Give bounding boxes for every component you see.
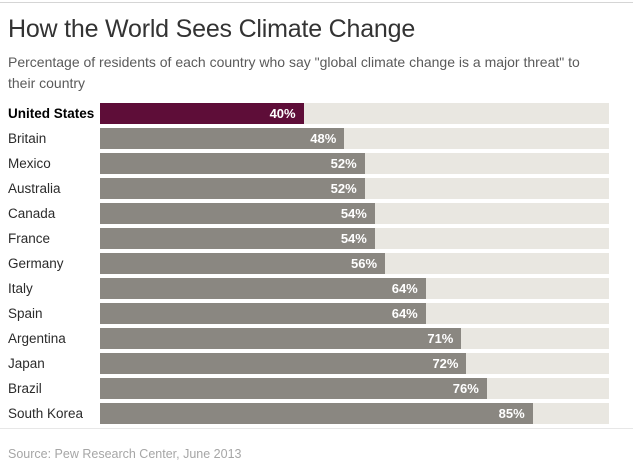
bar-track: 54% — [100, 202, 609, 224]
country-label: Spain — [8, 305, 43, 321]
bar: 40% — [100, 102, 304, 124]
chart-row: South Korea 85% — [8, 402, 609, 424]
value-label: 72% — [432, 355, 459, 371]
bar: 52% — [100, 177, 365, 199]
bar: 76% — [100, 377, 487, 399]
chart-subtitle: Percentage of residents of each country … — [8, 53, 580, 91]
chart-row: Canada 54% — [8, 202, 609, 224]
top-divider — [0, 2, 633, 3]
country-label: Mexico — [8, 155, 51, 171]
chart-row: Mexico 52% — [8, 152, 609, 174]
chart-row: Australia 52% — [8, 177, 609, 199]
chart-row: Britain 48% — [8, 127, 609, 149]
bar-track: 52% — [100, 177, 609, 199]
bar: 64% — [100, 277, 426, 299]
bottom-divider — [0, 427, 633, 429]
bar: 71% — [100, 327, 462, 349]
value-label: 40% — [269, 105, 296, 121]
bar-track: 71% — [100, 327, 609, 349]
chart-row: Germany 56% — [8, 252, 609, 274]
bar: 85% — [100, 402, 533, 424]
bar: 56% — [100, 252, 386, 274]
bar-chart: United States 40% Britain 48% Mexico 52% Austr… — [8, 102, 609, 424]
bar: 54% — [100, 202, 375, 224]
chart-row: United States 40% — [8, 102, 609, 124]
chart-row: Spain 64% — [8, 302, 609, 324]
bar: 52% — [100, 152, 365, 174]
value-label: 64% — [391, 280, 418, 296]
bar-track: 40% — [100, 102, 609, 124]
bar: 54% — [100, 227, 375, 249]
country-label: Germany — [8, 255, 64, 271]
value-label: 76% — [452, 380, 479, 396]
source-note: Source: Pew Research Center, June 2013 — [8, 446, 242, 461]
country-label: Canada — [8, 205, 56, 221]
value-label: 54% — [340, 230, 367, 246]
bar: 64% — [100, 302, 426, 324]
bar-track: 48% — [100, 127, 609, 149]
country-label: Britain — [8, 130, 47, 146]
chart-row: Brazil 76% — [8, 377, 609, 399]
value-label: 52% — [330, 180, 357, 196]
chart-row: Argentina 71% — [8, 327, 609, 349]
bar-track: 54% — [100, 227, 609, 249]
value-label: 52% — [330, 155, 357, 171]
country-label: Japan — [8, 355, 45, 371]
chart-row: France 54% — [8, 227, 609, 249]
country-label: Argentina — [8, 330, 66, 346]
bar: 72% — [100, 352, 467, 374]
value-label: 54% — [340, 205, 367, 221]
bar-track: 64% — [100, 277, 609, 299]
chart-title: How the World Sees Climate Change — [8, 15, 416, 43]
value-label: 85% — [498, 405, 525, 421]
value-label: 64% — [391, 305, 418, 321]
country-label: Brazil — [8, 380, 42, 396]
bar-track: 56% — [100, 252, 609, 274]
country-label: United States — [8, 105, 95, 121]
chart-row: Japan 72% — [8, 352, 609, 374]
chart-row: Italy 64% — [8, 277, 609, 299]
bar-track: 64% — [100, 302, 609, 324]
bar-track: 85% — [100, 402, 609, 424]
value-label: 56% — [351, 255, 378, 271]
value-label: 71% — [427, 330, 454, 346]
country-label: France — [8, 230, 51, 246]
bar-track: 72% — [100, 352, 609, 374]
bar-track: 52% — [100, 152, 609, 174]
bar-track: 76% — [100, 377, 609, 399]
country-label: Australia — [8, 180, 61, 196]
country-label: Italy — [8, 280, 33, 296]
bar: 48% — [100, 127, 345, 149]
value-label: 48% — [310, 130, 337, 146]
country-label: South Korea — [8, 405, 84, 421]
